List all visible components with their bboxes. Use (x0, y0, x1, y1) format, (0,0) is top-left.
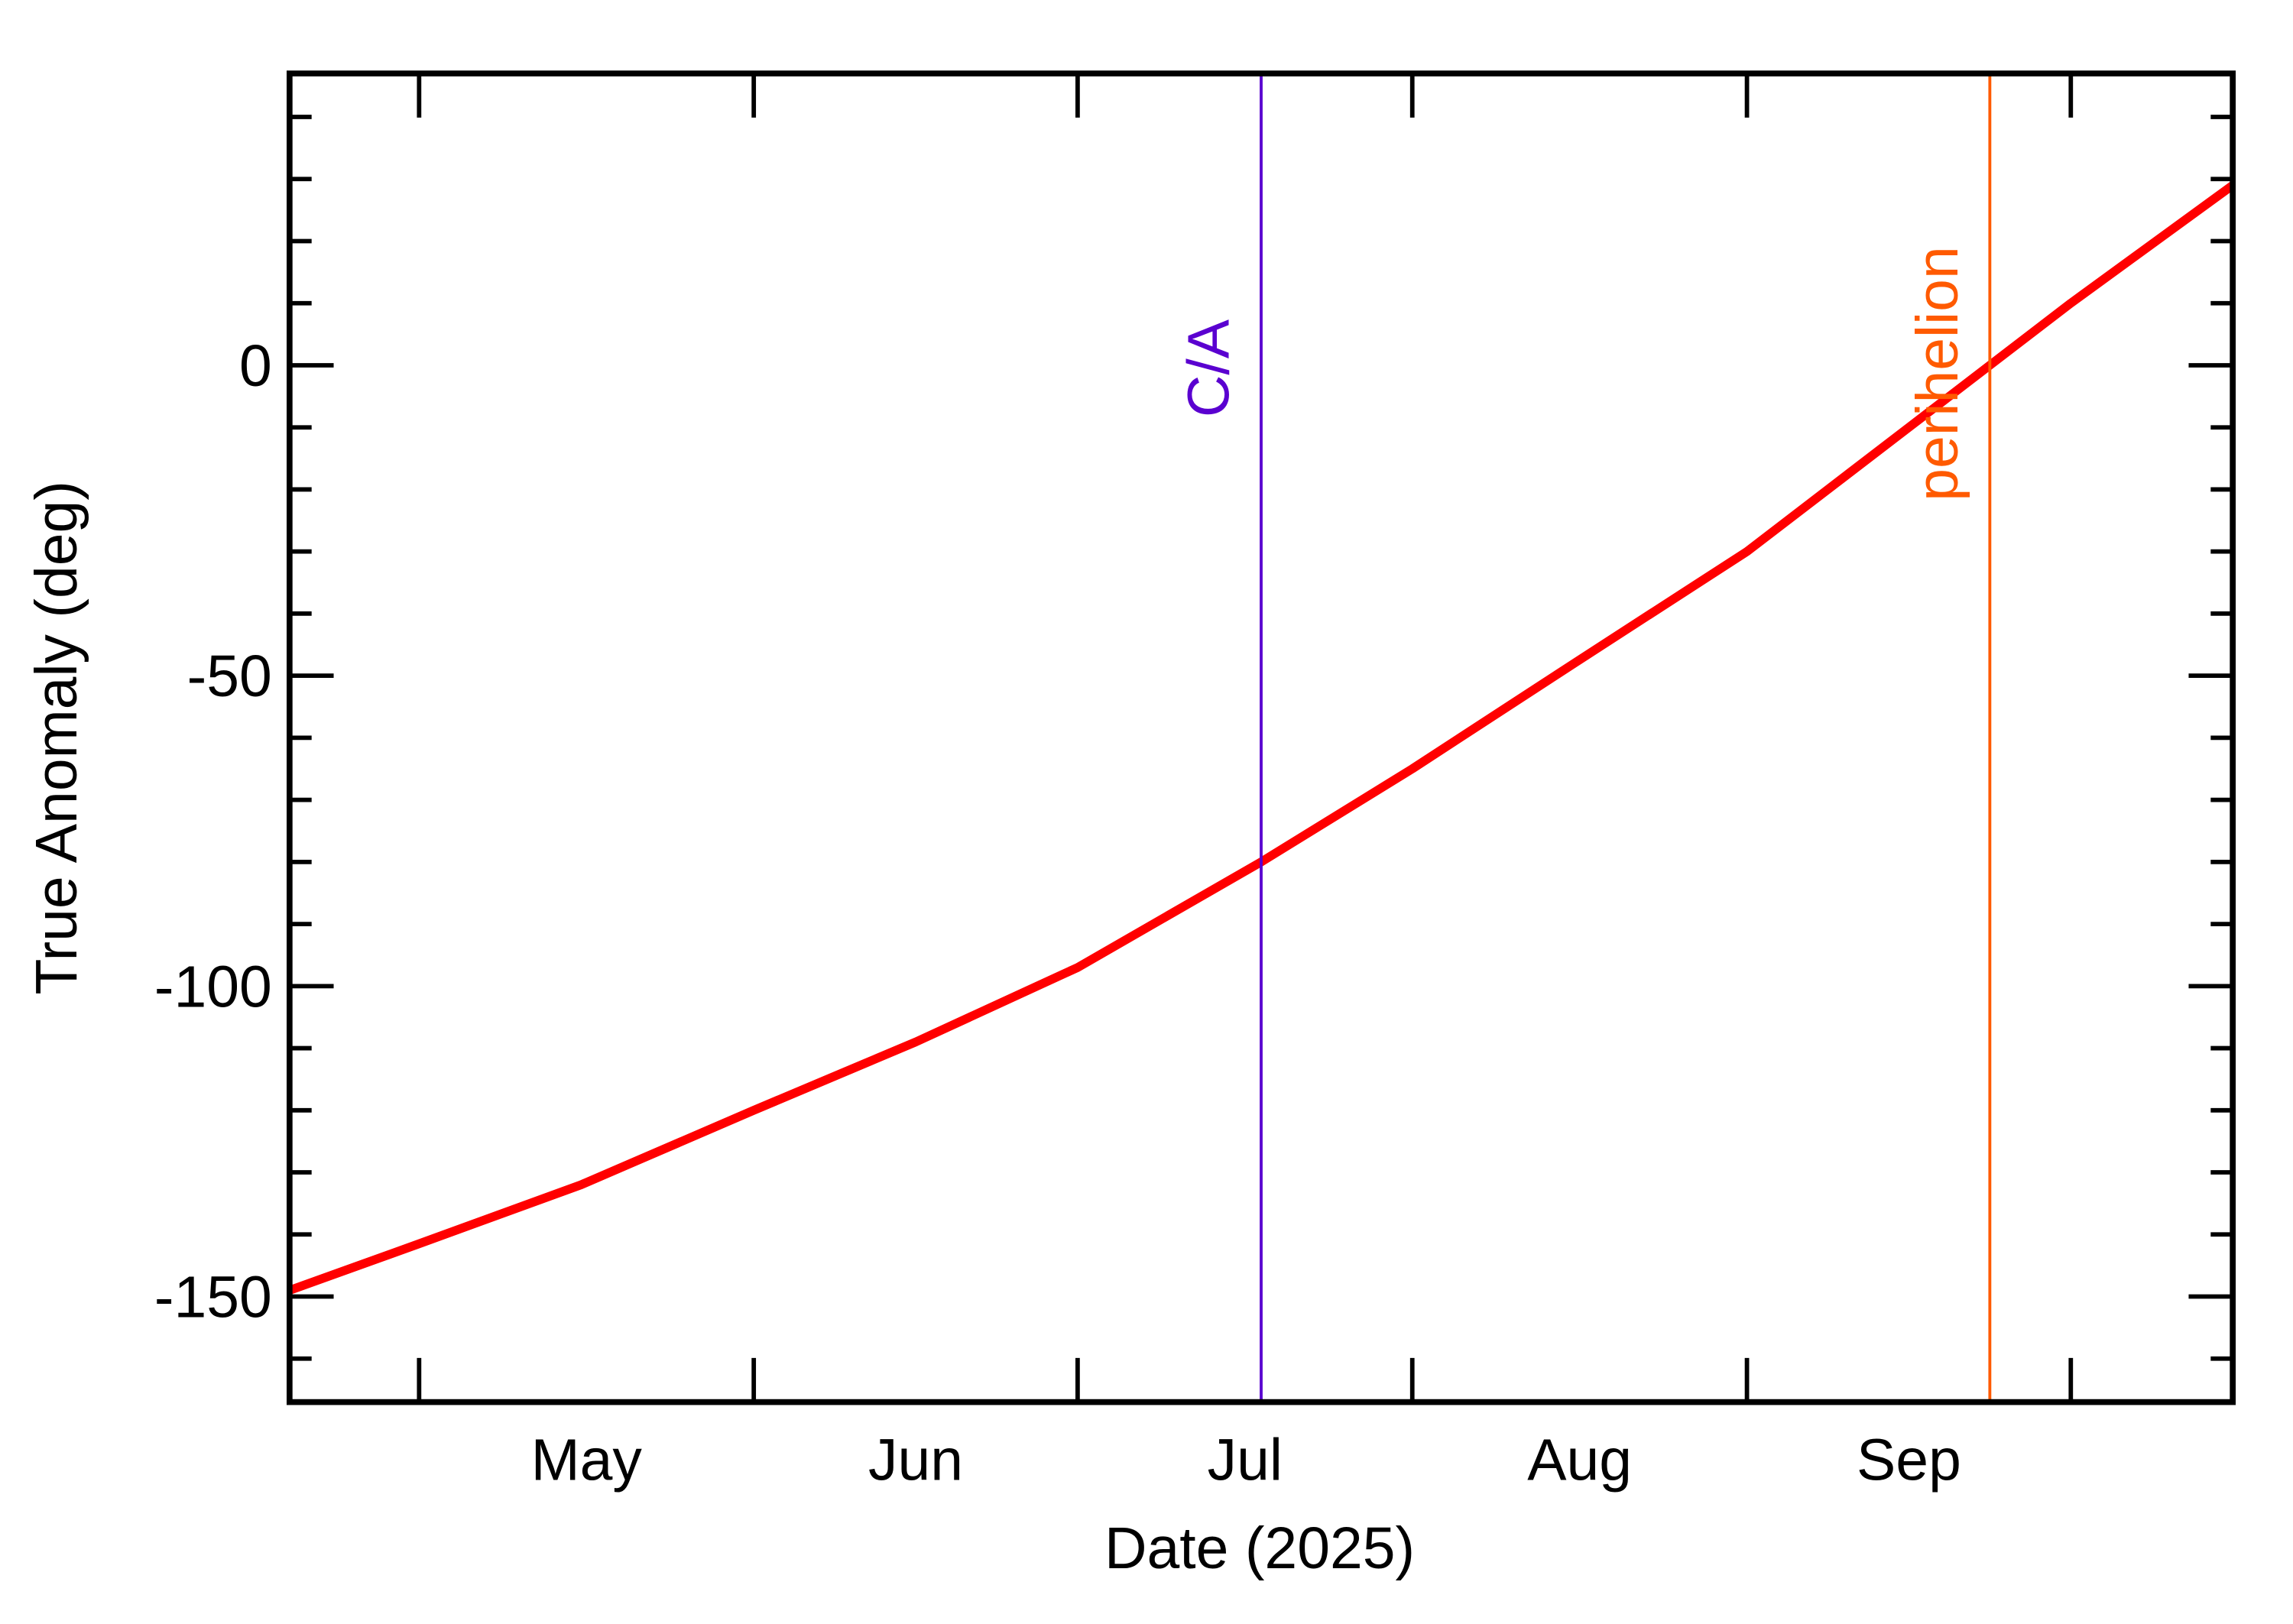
event-label: C/A (1176, 319, 1242, 417)
plot-frame (287, 70, 2236, 1405)
x-tick-label: Sep (1857, 1428, 1961, 1493)
x-tick-label: Jun (868, 1428, 963, 1493)
x-axis-label: Date (2025) (1104, 1515, 1415, 1581)
event-label: perihelion (1905, 246, 1970, 501)
data-line (287, 181, 2236, 1295)
y-axis-label: True Anomaly (deg) (24, 481, 89, 995)
y-tick-label: -100 (154, 954, 272, 1019)
x-tick-label: May (531, 1428, 643, 1493)
x-tick-label: Aug (1527, 1428, 1632, 1493)
y-tick-label: 0 (239, 333, 272, 399)
y-tick-label: -150 (154, 1264, 272, 1330)
y-tick-label: -50 (187, 643, 272, 709)
x-tick-label: Jul (1208, 1428, 1283, 1493)
